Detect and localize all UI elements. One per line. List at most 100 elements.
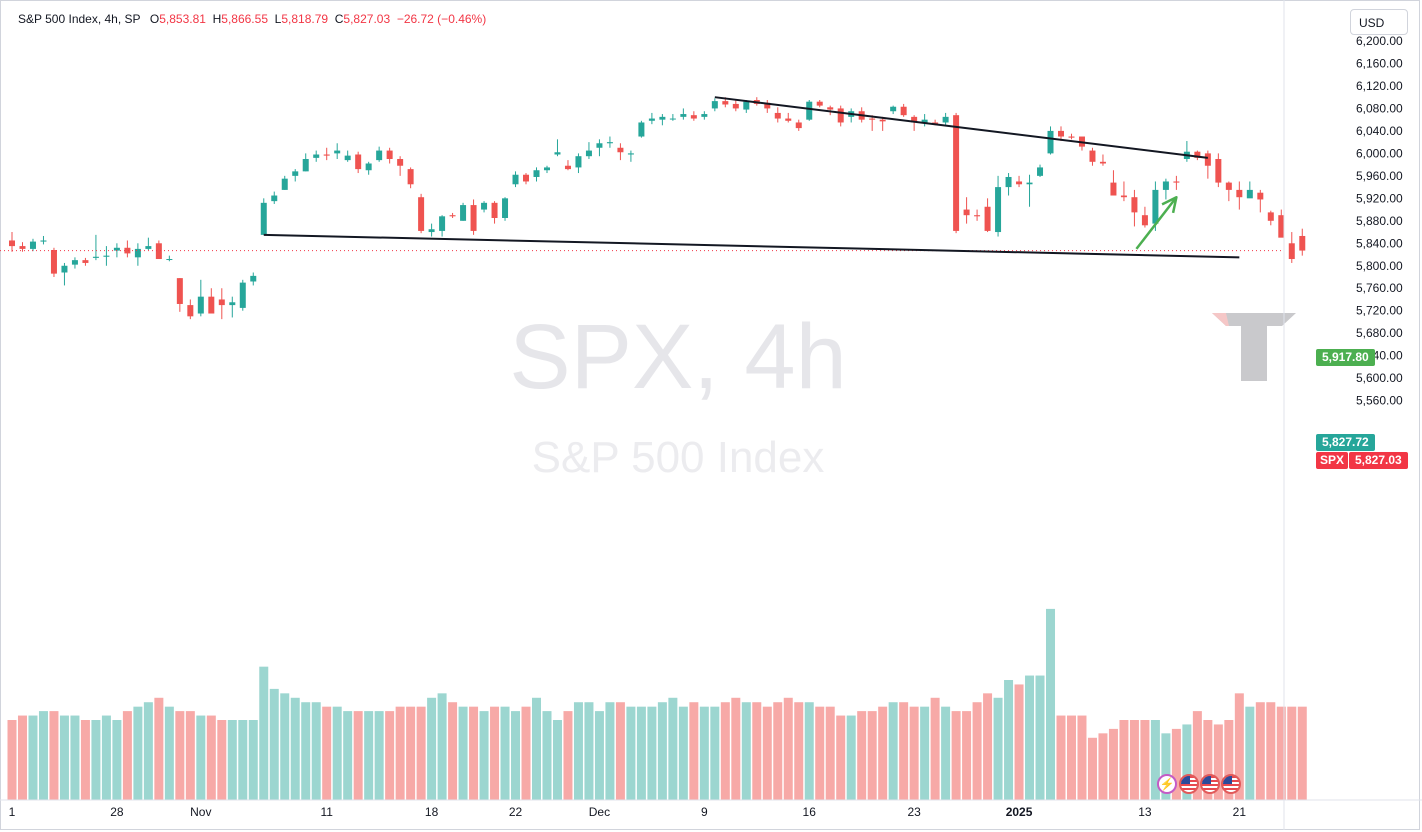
volume-bar — [1255, 702, 1265, 800]
candle-body — [963, 209, 970, 216]
y-tick-label: 6,080.00 — [1356, 101, 1403, 115]
volume-bar — [479, 711, 489, 800]
candle-body — [1215, 158, 1222, 183]
candle-body — [502, 198, 509, 218]
candle-body — [145, 246, 152, 249]
candle-body — [1016, 181, 1023, 185]
projection-price-tag: 5,917.80 — [1316, 349, 1375, 366]
candle-body — [921, 119, 928, 123]
y-tick-label: 6,000.00 — [1356, 146, 1403, 160]
candle-body — [1141, 215, 1148, 226]
flash-icon[interactable]: ⚡ — [1157, 774, 1177, 794]
volume-bar — [1182, 724, 1192, 800]
candle-body — [543, 167, 550, 171]
low-value: 5,818.79 — [281, 12, 329, 26]
candle-body — [103, 255, 110, 257]
volume-bar — [1108, 728, 1118, 800]
candle-body — [743, 101, 750, 110]
candle-body — [795, 122, 802, 129]
volume-bar — [101, 715, 111, 800]
candle-body — [29, 241, 36, 249]
currency-button[interactable]: USD — [1350, 9, 1408, 35]
candle-body — [239, 282, 246, 308]
volume-bar — [741, 702, 751, 800]
y-tick-label: 6,040.00 — [1356, 124, 1403, 138]
trendline — [263, 233, 1240, 259]
candle-body — [313, 154, 320, 158]
candle-body — [911, 116, 918, 123]
candle-body — [827, 107, 834, 110]
volume-bar — [112, 720, 122, 800]
candle-body — [1120, 195, 1127, 198]
candle-body — [323, 154, 330, 156]
volume-bar — [248, 720, 258, 800]
candle-body — [166, 259, 173, 261]
volume-bar — [175, 711, 185, 800]
volume-bar — [490, 706, 500, 800]
x-tick-label: 23 — [907, 805, 921, 819]
volume-bar — [668, 697, 678, 800]
volume-bar — [1004, 680, 1014, 800]
volume-bar — [227, 720, 237, 800]
candle-body — [648, 118, 655, 121]
us-flag-icon[interactable] — [1200, 774, 1220, 794]
volume-bar — [983, 693, 993, 800]
x-tick-label: 9 — [701, 805, 708, 819]
volume-bar — [269, 688, 279, 800]
y-tick-label: 5,720.00 — [1356, 304, 1403, 318]
us-flag-icon[interactable] — [1179, 774, 1199, 794]
time-axis[interactable]: 1 28 Nov 11 18 22 Dec 9 16 23 2025 13 21 — [9, 805, 1247, 819]
close-value: 5,827.03 — [343, 12, 391, 26]
us-flag-icon[interactable] — [1221, 774, 1241, 794]
candle-body — [449, 215, 456, 217]
volume-bar — [154, 697, 164, 800]
candle-body — [250, 275, 257, 282]
open-value: 5,853.81 — [159, 12, 206, 26]
volume-bar — [1129, 720, 1139, 800]
volume-bar — [280, 693, 290, 800]
volume-bar — [573, 702, 583, 800]
y-tick-label: 6,120.00 — [1356, 79, 1403, 93]
x-tick-label: Dec — [589, 805, 610, 819]
price-axis[interactable]: 5,560.005,600.005,640.005,680.005,720.00… — [1356, 34, 1403, 408]
volume-bar — [28, 715, 38, 800]
candle-body — [984, 206, 991, 231]
projection-arrow-head — [1161, 195, 1178, 214]
candle-body — [596, 143, 603, 148]
drawings[interactable] — [0, 96, 1284, 259]
volume-bar — [458, 706, 468, 800]
volume-bar — [626, 706, 636, 800]
volume-bar — [49, 711, 59, 800]
volume-bar — [1150, 720, 1160, 800]
candle-body — [407, 169, 414, 185]
volume-bar — [406, 706, 416, 800]
candle-body — [1246, 189, 1253, 199]
volume-bar — [1192, 711, 1202, 800]
volume-bar — [1297, 706, 1307, 800]
candle-body — [428, 229, 435, 233]
volume-bar — [605, 702, 615, 800]
volume-bar — [1035, 675, 1045, 800]
volume-bar — [1213, 724, 1223, 800]
candle-body — [1299, 235, 1306, 251]
volume-bar — [909, 706, 919, 800]
candle-body — [1236, 189, 1243, 198]
x-tick-label: 21 — [1233, 805, 1247, 819]
y-tick-label: 5,880.00 — [1356, 214, 1403, 228]
candle-body — [1068, 136, 1075, 138]
volume-bar — [290, 697, 300, 800]
candle-body — [187, 305, 194, 317]
y-tick-label: 6,200.00 — [1356, 34, 1403, 48]
volume-bar — [1066, 715, 1076, 800]
candle-body — [460, 205, 467, 221]
candle-body — [1204, 153, 1211, 166]
candle-body — [1037, 167, 1044, 176]
candle-body — [1267, 212, 1274, 221]
candle-body — [40, 240, 47, 242]
volume-bar — [930, 697, 940, 800]
candle-body — [134, 248, 141, 258]
candle-body — [554, 152, 561, 155]
candle-body — [1058, 130, 1064, 137]
volume-bar — [636, 706, 646, 800]
